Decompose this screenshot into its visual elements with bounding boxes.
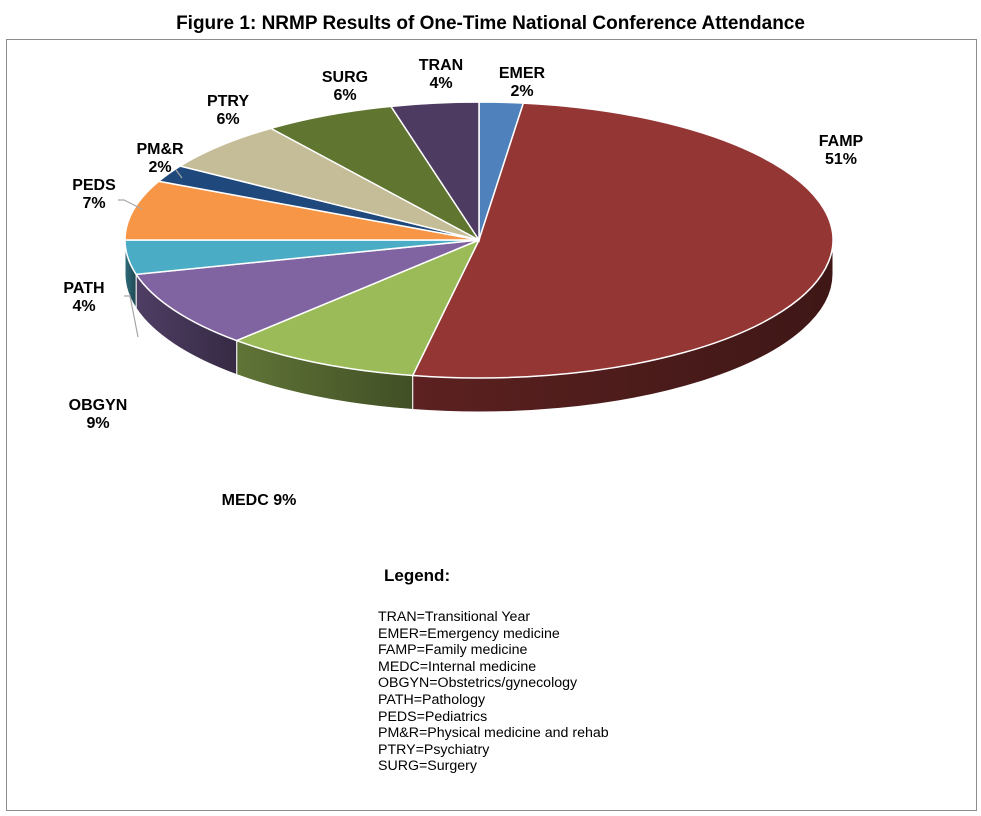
slice-label-tran: TRAN 4% (419, 57, 463, 92)
legend-title: Legend: (384, 566, 451, 585)
legend-item: MEDC=Internal medicine (378, 658, 537, 675)
leader-line-pm-r (175, 169, 183, 179)
slice-surg (268, 105, 480, 241)
slice-label-surg: SURG 6% (322, 69, 368, 104)
leader-line-path (124, 295, 139, 338)
leader-line-peds (118, 199, 143, 210)
legend-item: PATH=Pathology (378, 691, 486, 708)
legend-item: FAMP=Family medicine (378, 642, 528, 659)
legend-item: TRAN=Transitional Year (378, 609, 531, 625)
slice-label-path: PATH 4% (63, 280, 104, 315)
legend-item: PEDS=Pediatrics (378, 708, 488, 725)
slice-label-ptry: PTRY 6% (207, 93, 249, 128)
slice-peds (124, 180, 480, 241)
legend-item: PM&R=Physical medicine and rehab (378, 725, 609, 742)
slice-famp (411, 102, 834, 379)
legend-list: TRAN=Transitional Year EMER=Emergency me… (378, 609, 609, 775)
slice-tran (389, 101, 480, 243)
legend-item: PTRY=Psychiatry (378, 741, 490, 758)
legend-item: OBGYN=Obstetrics/gynecology (378, 675, 578, 692)
slice-label-obgyn: OBGYN 9% (69, 397, 128, 432)
chart-title: Figure 1: NRMP Results of One-Time Natio… (176, 13, 805, 34)
slice-label-emer: EMER 2% (499, 65, 546, 100)
slice-ptry (178, 127, 480, 241)
legend-item: EMER=Emergency medicine (378, 625, 560, 642)
slice-label-peds: PEDS 7% (72, 177, 116, 212)
slice-label-pm-r: PM&R 2% (136, 141, 184, 176)
slice-label-medc: MEDC 9% (222, 492, 297, 509)
slice-medc (234, 238, 481, 377)
legend-item: SURG=Surgery (378, 758, 477, 775)
slice-obgyn (134, 239, 480, 342)
slice-label-famp: FAMP 51% (819, 133, 864, 168)
chart-frame (6, 39, 977, 811)
